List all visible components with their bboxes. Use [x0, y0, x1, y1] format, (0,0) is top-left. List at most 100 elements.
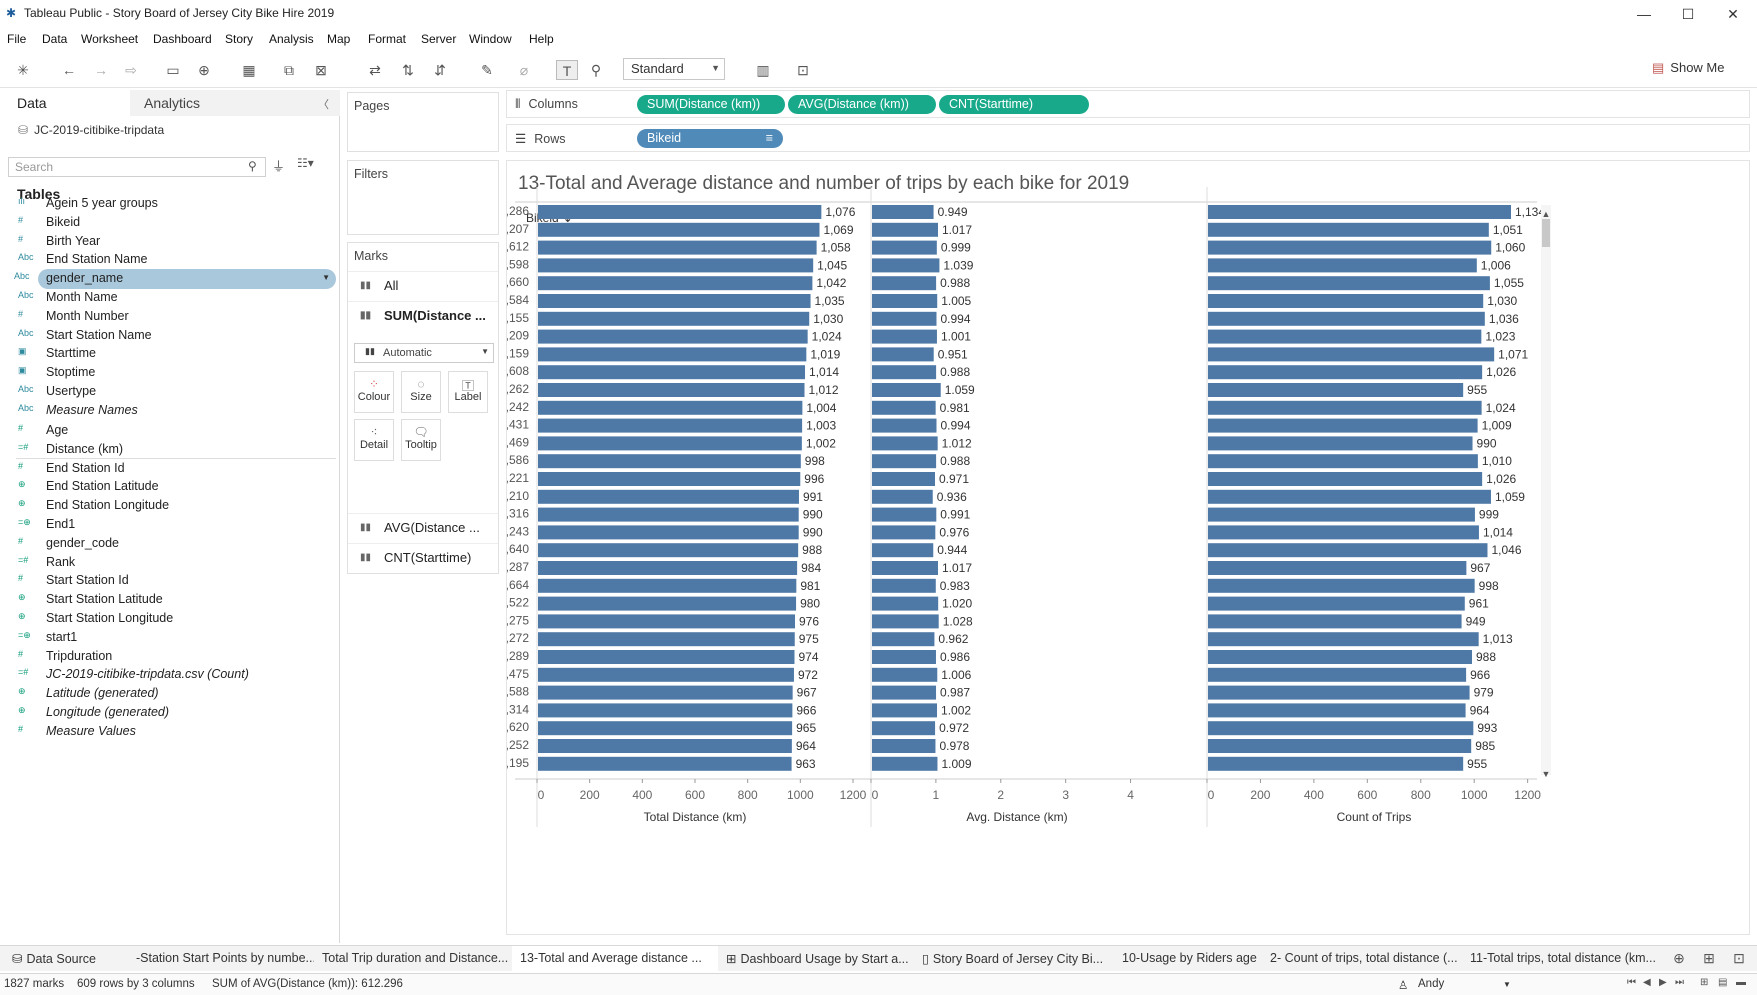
- mark-type-select[interactable]: ▮▮ Automatic ▼: [354, 343, 494, 363]
- new-dashboard-icon[interactable]: ⊞: [1703, 950, 1715, 966]
- colour-button[interactable]: ⁘ Colour: [354, 371, 394, 413]
- field-item[interactable]: Abc Measure Names: [16, 401, 336, 421]
- field-item[interactable]: =⊕ End1: [16, 515, 336, 535]
- tab-dashboard[interactable]: ⊞ Dashboard Usage by Start a...: [718, 946, 914, 972]
- field-item[interactable]: =# JC-2019-citibike-tripdata.csv (Count): [16, 665, 336, 685]
- field-item[interactable]: # Birth Year: [16, 232, 336, 252]
- tab-analytics[interactable]: Analytics: [130, 90, 340, 116]
- show-mark-labels-icon[interactable]: T: [556, 60, 578, 80]
- chevron-down-icon[interactable]: ▼: [322, 273, 330, 283]
- new-datasource-icon[interactable]: ⊕: [198, 62, 210, 78]
- show-sheet-sorter-icon[interactable]: ⊞: [1700, 977, 1709, 988]
- marks-cnt-starttime[interactable]: ▮▮ CNT(Starttime): [348, 543, 498, 571]
- menu-worksheet[interactable]: Worksheet: [81, 32, 139, 46]
- close-button[interactable]: ✕: [1727, 6, 1739, 22]
- status-user[interactable]: Andy: [1418, 978, 1445, 990]
- field-item[interactable]: ⊕ Start Station Latitude: [16, 590, 336, 610]
- field-item[interactable]: ⊕ Latitude (generated): [16, 684, 336, 704]
- sort-ascending-icon[interactable]: ⇅: [402, 62, 414, 78]
- first-sheet-icon[interactable]: ⏮: [1627, 977, 1636, 988]
- columns-shelf[interactable]: ⦀ Columns SUM(Distance (km)) AVG(Distance…: [506, 90, 1750, 118]
- next-sheet-icon[interactable]: ▶: [1659, 977, 1667, 988]
- save-icon[interactable]: ▭: [166, 62, 180, 78]
- field-item[interactable]: # Measure Values: [16, 722, 336, 742]
- field-item[interactable]: Abc Start Station Name: [16, 326, 336, 346]
- field-item[interactable]: ⊕ End Station Latitude: [16, 477, 336, 497]
- field-item[interactable]: ⊕ Longitude (generated): [16, 703, 336, 723]
- new-worksheet-icon[interactable]: ⊕: [1673, 950, 1685, 966]
- view-options-icon[interactable]: ☷▾: [297, 156, 314, 170]
- menu-analysis[interactable]: Analysis: [269, 32, 314, 46]
- tab-data[interactable]: Data: [0, 90, 130, 116]
- redo-icon[interactable]: →: [94, 62, 108, 78]
- fit-select[interactable]: Standard ▼: [623, 58, 725, 80]
- field-item[interactable]: # gender_code: [16, 534, 336, 554]
- minimize-button[interactable]: —: [1637, 6, 1651, 22]
- field-item[interactable]: # Age: [16, 421, 336, 441]
- menu-format[interactable]: Format: [368, 32, 407, 46]
- tab-data-source[interactable]: ⛁ Data Source: [4, 946, 128, 972]
- field-item[interactable]: ⊕ End Station Longitude: [16, 496, 336, 516]
- show-filmstrip-icon[interactable]: ▤: [1718, 977, 1728, 988]
- search-icon[interactable]: ⚲: [248, 159, 257, 173]
- marks-avg-distance[interactable]: ▮▮ AVG(Distance ...: [348, 513, 498, 541]
- tab-sheet[interactable]: 2- Count of trips, total distance (...: [1270, 951, 1458, 965]
- swap-icon[interactable]: ⇄: [369, 62, 381, 78]
- menu-window[interactable]: Window: [469, 32, 512, 46]
- new-worksheet-icon[interactable]: ▦: [242, 62, 256, 78]
- marks-sum-distance[interactable]: ▮▮ SUM(Distance ...: [348, 301, 498, 329]
- menu-data[interactable]: Data: [42, 32, 68, 46]
- presentation-mode-icon[interactable]: ⊡: [797, 62, 809, 78]
- pill-sum-distance[interactable]: SUM(Distance (km)): [637, 95, 785, 114]
- field-item[interactable]: # End Station Id: [16, 459, 336, 479]
- filter-icon[interactable]: ⏚: [272, 159, 286, 174]
- pill-bikeid[interactable]: Bikeid ≡: [637, 129, 783, 148]
- show-tabs-icon[interactable]: ▬: [1736, 977, 1746, 988]
- collapse-pane-icon[interactable]: 〈: [318, 99, 329, 111]
- datasource-item[interactable]: ⛁ JC-2019-citibike-tripdata: [18, 123, 164, 137]
- menu-dashboard[interactable]: Dashboard: [153, 32, 212, 46]
- label-button[interactable]: 🅃 Label: [448, 371, 488, 413]
- undo-icon[interactable]: ←: [62, 62, 76, 78]
- tab-sheet-active[interactable]: 13-Total and Average distance ...: [512, 946, 718, 972]
- prev-sheet-icon[interactable]: ◀: [1643, 977, 1651, 988]
- rows-shelf[interactable]: ☰ Rows Bikeid ≡: [506, 124, 1750, 152]
- menu-file[interactable]: File: [7, 32, 27, 46]
- marks-all[interactable]: ▮▮ All: [348, 271, 498, 299]
- field-item[interactable]: # Bikeid: [16, 213, 336, 233]
- menu-help[interactable]: Help: [529, 32, 554, 46]
- filters-shelf[interactable]: Filters: [347, 160, 499, 235]
- menu-server[interactable]: Server: [421, 32, 457, 46]
- fix-axes-icon[interactable]: ⚲: [590, 62, 602, 78]
- menu-story[interactable]: Story: [225, 32, 254, 46]
- field-item[interactable]: ▣ Stoptime: [16, 363, 336, 383]
- field-item[interactable]: ▣ Starttime: [16, 344, 336, 364]
- tab-sheet[interactable]: -Station Start Points by numbe...: [136, 951, 314, 965]
- tooltip-button[interactable]: 🗨 Tooltip: [401, 419, 441, 461]
- clear-sheet-icon[interactable]: ⊠: [315, 62, 327, 78]
- highlight-icon[interactable]: ✎: [481, 62, 493, 78]
- show-me-button[interactable]: ▤ Show Me: [1652, 60, 1725, 76]
- search-input[interactable]: Search: [8, 157, 266, 177]
- field-item[interactable]: # Start Station Id: [16, 571, 336, 591]
- new-story-icon[interactable]: ⊡: [1733, 950, 1745, 966]
- group-icon[interactable]: ⌀: [519, 62, 529, 78]
- field-item[interactable]: =# Distance (km): [16, 440, 336, 460]
- tab-sheet[interactable]: 10-Usage by Riders age: [1122, 951, 1257, 965]
- tab-sheet[interactable]: 11-Total trips, total distance (km...: [1470, 951, 1656, 965]
- last-sheet-icon[interactable]: ⏭: [1675, 977, 1684, 988]
- tableau-home-icon[interactable]: ✳: [17, 62, 29, 78]
- detail-button[interactable]: ⁖ Detail: [354, 419, 394, 461]
- field-item[interactable]: =# Rank: [16, 553, 336, 573]
- tab-sheet[interactable]: Total Trip duration and Distance...: [322, 951, 509, 965]
- field-item[interactable]: Abc End Station Name: [16, 250, 336, 270]
- menu-map[interactable]: Map: [327, 32, 351, 46]
- duplicate-icon[interactable]: ⧉: [284, 62, 294, 78]
- field-item[interactable]: # Tripduration: [16, 647, 336, 667]
- field-item[interactable]: =⊕ start1: [16, 628, 336, 648]
- pages-shelf[interactable]: Pages: [347, 92, 499, 152]
- field-item[interactable]: Abc Month Name: [16, 288, 336, 308]
- chevron-down-icon[interactable]: ▼: [1503, 980, 1511, 989]
- field-item[interactable]: ılı Agein 5 year groups: [16, 194, 336, 214]
- field-item[interactable]: ⊕ Start Station Longitude: [16, 609, 336, 629]
